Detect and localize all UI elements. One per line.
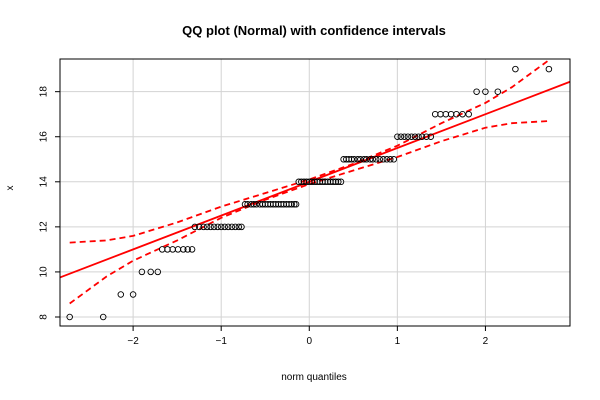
data-point (207, 223, 214, 231)
data-point (195, 223, 203, 231)
data-point (174, 246, 182, 253)
data-point (427, 133, 435, 140)
data-point (158, 246, 166, 253)
data-point (129, 291, 137, 298)
data-point (217, 223, 225, 231)
data-point (411, 133, 419, 140)
data-point (232, 223, 239, 231)
data-point (235, 223, 243, 231)
data-point (357, 156, 364, 163)
data-point (376, 156, 383, 163)
y-axis-label: x (5, 186, 16, 191)
data-point (431, 110, 439, 118)
data-point (473, 88, 480, 95)
data-points (66, 65, 553, 321)
data-point (228, 223, 236, 231)
confidence-band-upper (69, 59, 550, 244)
data-point (244, 201, 251, 208)
data-point (401, 133, 408, 140)
data-point (372, 156, 380, 163)
data-point (224, 223, 232, 231)
data-point (348, 156, 355, 163)
confidence-band-lower (69, 120, 549, 305)
x-axis-ticks: −2 −1 0 1 2 (127, 326, 489, 347)
data-point (350, 156, 358, 163)
data-point (366, 156, 374, 163)
data-point (188, 246, 196, 253)
data-point (465, 110, 472, 118)
data-point (138, 268, 146, 276)
data-point (369, 156, 376, 163)
x-tick-label: 2 (483, 336, 489, 347)
data-point (363, 156, 370, 163)
data-point (200, 223, 207, 231)
data-point (397, 133, 405, 140)
data-point (380, 156, 387, 163)
x-tick-label: 0 (306, 336, 312, 347)
data-point (390, 156, 398, 163)
data-point (191, 223, 199, 231)
data-point (241, 201, 249, 208)
data-point (66, 313, 73, 321)
data-point (180, 246, 187, 253)
data-point (184, 246, 191, 253)
data-point (512, 65, 519, 73)
y-tick-label: 8 (39, 314, 50, 320)
data-point (214, 223, 221, 231)
data-point (408, 133, 415, 140)
data-point (442, 110, 450, 118)
x-axis-label: norm quantiles (281, 372, 347, 383)
y-tick-label: 16 (39, 131, 50, 143)
data-point (453, 110, 460, 118)
data-point (404, 133, 412, 140)
data-point (99, 313, 107, 321)
data-point (415, 133, 422, 140)
data-point (154, 268, 162, 276)
data-point (387, 156, 394, 163)
plot-frame (59, 58, 571, 327)
x-tick-label: 1 (395, 336, 401, 347)
data-point (238, 223, 245, 231)
data-point (418, 133, 426, 140)
data-point (447, 110, 455, 118)
data-point (437, 110, 444, 118)
data-point (394, 133, 401, 140)
data-point (292, 201, 300, 208)
data-point (360, 156, 368, 163)
data-point (210, 223, 218, 231)
data-point (253, 201, 260, 208)
y-axis-ticks: 8 10 12 14 16 18 (39, 86, 60, 320)
data-point (482, 88, 489, 95)
y-tick-label: 12 (39, 221, 50, 233)
y-tick-label: 14 (39, 176, 50, 188)
data-point (354, 156, 361, 163)
data-point (291, 201, 298, 208)
data-point (494, 88, 502, 95)
data-point (459, 110, 466, 118)
data-point (117, 291, 125, 298)
x-tick-label: −1 (215, 336, 227, 347)
data-point (288, 201, 295, 208)
chart-title: QQ plot (Normal) with confidence interva… (182, 23, 446, 38)
data-point (337, 178, 345, 186)
x-tick-label: −2 (127, 336, 139, 347)
y-tick-label: 10 (39, 266, 50, 278)
y-tick-label: 18 (39, 86, 50, 98)
confidence-band (69, 59, 550, 305)
data-point (335, 178, 342, 186)
data-point (423, 133, 430, 140)
data-point (203, 223, 211, 231)
data-point (147, 268, 154, 276)
data-point (545, 65, 553, 73)
data-point (250, 201, 258, 208)
data-point (221, 223, 228, 231)
data-point (383, 156, 391, 163)
